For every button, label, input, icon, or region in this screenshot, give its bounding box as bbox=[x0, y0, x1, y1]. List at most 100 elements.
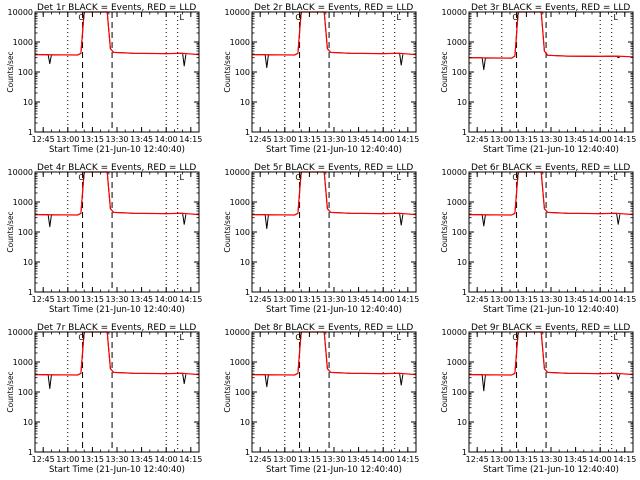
x-tick-label: 14:00 bbox=[589, 135, 612, 144]
x-tick-label: 14:00 bbox=[589, 295, 612, 304]
y-tick-label: 10 bbox=[23, 258, 33, 267]
flag-o-marker: O bbox=[78, 13, 84, 22]
flag-o-marker: O bbox=[295, 173, 301, 182]
flag-l-marker: L bbox=[396, 173, 401, 182]
detector-panel-6: 1 10 100 1000 10000 12:45 13:00 13:15 13:30 13:45… bbox=[440, 163, 636, 315]
x-tick-label: 13:45 bbox=[564, 135, 587, 144]
detector-panel-1: 1 10 100 1000 10000 12:45 13:00 13:15 13:30 13:45… bbox=[6, 3, 202, 155]
panel-title: Det 6r BLACK = Events, RED = LLD bbox=[471, 163, 630, 173]
y-tick-label: 1 bbox=[245, 128, 250, 137]
x-axis-label: Start Time (21-Jun-10 12:40:40) bbox=[483, 145, 619, 155]
y-tick-label: 10 bbox=[240, 98, 250, 107]
x-tick-label: 13:15 bbox=[81, 135, 104, 144]
flag-l-marker: L bbox=[396, 333, 401, 342]
detector-panel-9: 1 10 100 1000 10000 12:45 13:00 13:15 13:30 13:45… bbox=[440, 323, 636, 475]
flag-o-marker: O bbox=[512, 13, 518, 22]
x-tick-label: 14:15 bbox=[179, 135, 202, 144]
series-lld bbox=[34, 11, 200, 56]
y-tick-label: 1 bbox=[28, 288, 33, 297]
y-tick-label: 100 bbox=[18, 388, 33, 397]
plot-frame bbox=[34, 11, 200, 133]
x-tick-label: 13:30 bbox=[539, 135, 562, 144]
x-tick-label: 13:00 bbox=[273, 455, 296, 464]
y-axis-label: Counts/sec bbox=[6, 371, 15, 412]
y-tick-label: 10000 bbox=[225, 328, 250, 337]
y-tick-label: 100 bbox=[452, 228, 467, 237]
x-tick-label: 12:45 bbox=[249, 455, 272, 464]
x-axis-label: Start Time (21-Jun-10 12:40:40) bbox=[483, 305, 619, 315]
x-tick-label: 13:30 bbox=[322, 135, 345, 144]
y-tick-label: 1000 bbox=[13, 38, 33, 47]
x-tick-label: 14:00 bbox=[155, 295, 178, 304]
series-lld bbox=[468, 171, 634, 216]
x-axis-label: Start Time (21-Jun-10 12:40:40) bbox=[266, 465, 402, 475]
y-axis-label: Counts/sec bbox=[223, 371, 232, 412]
x-tick-label: 12:45 bbox=[466, 455, 489, 464]
y-tick-label: 1 bbox=[462, 128, 467, 137]
flag-o-marker: O bbox=[295, 13, 301, 22]
x-tick-label: 13:45 bbox=[130, 135, 153, 144]
x-axis-label: Start Time (21-Jun-10 12:40:40) bbox=[483, 465, 619, 475]
series-lld bbox=[251, 331, 417, 376]
x-tick-label: 14:15 bbox=[396, 295, 419, 304]
panel-title: Det 4r BLACK = Events, RED = LLD bbox=[37, 163, 196, 173]
y-axis-label: Counts/sec bbox=[440, 371, 449, 412]
series-lld bbox=[251, 171, 417, 216]
x-tick-label: 12:45 bbox=[32, 455, 55, 464]
y-tick-label: 100 bbox=[18, 228, 33, 237]
x-tick-label: 14:00 bbox=[155, 455, 178, 464]
x-axis-label: Start Time (21-Jun-10 12:40:40) bbox=[49, 305, 185, 315]
detector-panel-3: 1 10 100 1000 10000 12:45 13:00 13:15 13:30 13:45… bbox=[440, 3, 636, 155]
series-events bbox=[252, 331, 404, 388]
plot-frame bbox=[251, 11, 417, 133]
y-tick-label: 10000 bbox=[225, 8, 250, 17]
y-tick-label: 10000 bbox=[442, 168, 467, 177]
detector-panel-4: 1 10 100 1000 10000 12:45 13:00 13:15 13:30 13:45… bbox=[6, 163, 202, 315]
y-tick-label: 1 bbox=[462, 448, 467, 457]
y-tick-label: 10 bbox=[23, 98, 33, 107]
panel-title: Det 7r BLACK = Events, RED = LLD bbox=[37, 323, 196, 333]
x-tick-label: 14:00 bbox=[372, 295, 395, 304]
x-tick-label: 14:15 bbox=[396, 135, 419, 144]
series-events bbox=[469, 11, 621, 71]
series-events bbox=[469, 331, 621, 392]
x-tick-label: 14:00 bbox=[372, 135, 395, 144]
x-tick-label: 13:00 bbox=[490, 295, 513, 304]
flag-o-marker: O bbox=[295, 333, 301, 342]
plot-frame bbox=[468, 11, 634, 133]
series-events bbox=[35, 171, 187, 228]
series-events bbox=[35, 331, 187, 390]
plot-frame bbox=[468, 331, 634, 453]
detector-panel-8: 1 10 100 1000 10000 12:45 13:00 13:15 13:30 13:45… bbox=[223, 323, 419, 475]
x-tick-label: 13:15 bbox=[81, 295, 104, 304]
x-tick-label: 14:00 bbox=[155, 135, 178, 144]
x-tick-label: 13:00 bbox=[490, 135, 513, 144]
y-tick-label: 1 bbox=[245, 288, 250, 297]
x-tick-label: 13:15 bbox=[298, 455, 321, 464]
y-tick-label: 10 bbox=[240, 258, 250, 267]
x-tick-label: 12:45 bbox=[466, 135, 489, 144]
x-tick-label: 14:15 bbox=[613, 455, 636, 464]
y-tick-label: 10000 bbox=[225, 168, 250, 177]
x-tick-label: 13:15 bbox=[81, 455, 104, 464]
x-axis-label: Start Time (21-Jun-10 12:40:40) bbox=[266, 305, 402, 315]
panel-title: Det 3r BLACK = Events, RED = LLD bbox=[471, 3, 630, 13]
series-events bbox=[35, 11, 187, 67]
panel-title: Det 1r BLACK = Events, RED = LLD bbox=[37, 3, 196, 13]
x-tick-label: 13:30 bbox=[105, 135, 128, 144]
flag-l-marker: L bbox=[179, 173, 184, 182]
plot-frame bbox=[468, 171, 634, 293]
x-tick-label: 12:45 bbox=[249, 295, 272, 304]
x-tick-label: 13:15 bbox=[298, 135, 321, 144]
y-tick-label: 1000 bbox=[230, 358, 250, 367]
y-tick-label: 1 bbox=[28, 448, 33, 457]
x-tick-label: 13:30 bbox=[105, 295, 128, 304]
plot-frame bbox=[251, 171, 417, 293]
detector-panel-5: 1 10 100 1000 10000 12:45 13:00 13:15 13:30 13:45… bbox=[223, 163, 419, 315]
flag-l-marker: L bbox=[179, 13, 184, 22]
flag-o-marker: O bbox=[512, 333, 518, 342]
x-tick-label: 13:00 bbox=[490, 455, 513, 464]
x-axis-label: Start Time (21-Jun-10 12:40:40) bbox=[266, 145, 402, 155]
x-tick-label: 13:15 bbox=[515, 295, 538, 304]
